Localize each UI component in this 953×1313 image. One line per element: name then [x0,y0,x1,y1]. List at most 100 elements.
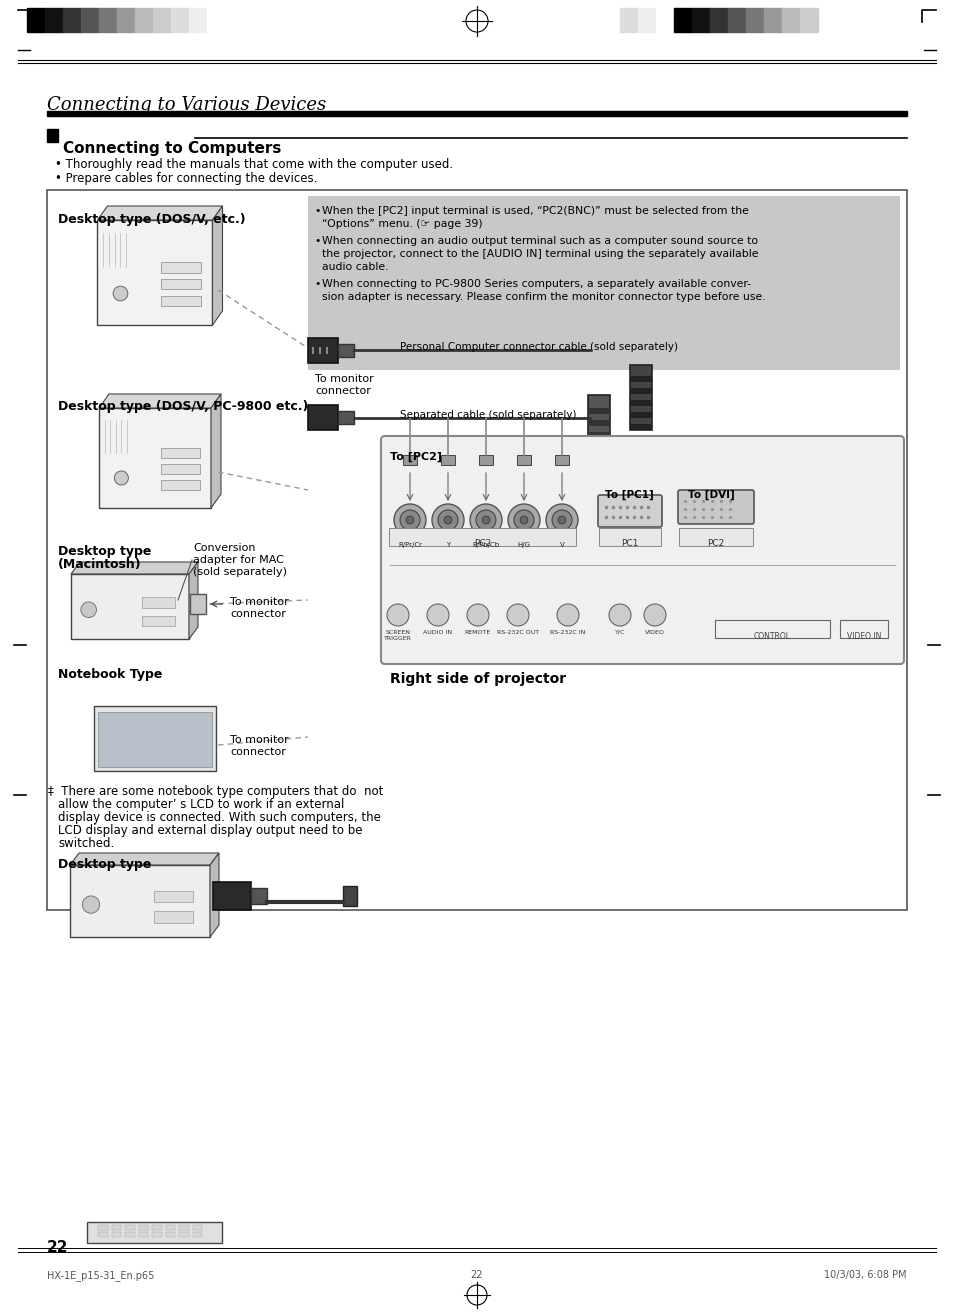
Bar [800,8,817,32]
Bar [153,911,193,923]
Text: B/Pb/Cb: B/Pb/Cb [472,542,499,548]
Text: Desktop type: Desktop type [58,545,152,558]
Bar [337,411,354,424]
Text: audio cable.: audio cable. [322,263,388,272]
Text: connector: connector [230,747,286,758]
Text: Desktop type (DOS/V, etc.): Desktop type (DOS/V, etc.) [58,213,245,226]
Bar [112,1225,121,1229]
Text: the projector, connect to the [AUDIO IN] terminal using the separately available: the projector, connect to the [AUDIO IN]… [322,249,758,259]
Polygon shape [70,853,219,865]
Text: VIDEO IN: VIDEO IN [846,632,881,641]
Text: RS-232C IN: RS-232C IN [550,630,585,635]
Bar [152,1233,162,1237]
Text: LCD display and external display output need to be: LCD display and external display output … [58,825,362,836]
Text: When the [PC2] input terminal is used, “PC2(BNC)” must be selected from the: When the [PC2] input terminal is used, “… [322,206,748,217]
Text: Right side of projector: Right side of projector [390,672,565,685]
Bar [656,8,673,32]
Bar [629,400,651,406]
Bar [47,129,58,142]
Bar [135,8,152,32]
Circle shape [506,604,529,626]
Text: SCREEN
TRIGGER: SCREEN TRIGGER [384,630,412,641]
Bar [81,8,99,32]
Bar [138,1225,148,1229]
Polygon shape [99,394,221,408]
Text: connector: connector [314,386,371,397]
Text: To [PC1]: To [PC1] [604,490,653,500]
Bar [99,8,117,32]
Text: To monitor: To monitor [230,597,289,607]
Bar [71,574,189,639]
Text: Separated cable (sold separately): Separated cable (sold separately) [399,410,576,420]
Bar [161,263,201,273]
Text: (sold separately): (sold separately) [193,567,287,576]
Bar [161,295,201,306]
FancyBboxPatch shape [679,528,752,546]
Bar [337,344,354,357]
Polygon shape [97,206,222,221]
Text: ‡  There are some notebook type computers that do  not: ‡ There are some notebook type computers… [48,785,383,798]
Bar [673,8,691,32]
FancyBboxPatch shape [380,436,903,664]
Bar [98,1225,108,1229]
Bar [142,597,174,608]
Bar [166,1233,175,1237]
Circle shape [387,604,409,626]
Bar [152,1225,162,1229]
Bar [98,713,212,767]
Text: RS-232C OUT: RS-232C OUT [497,630,538,635]
FancyBboxPatch shape [678,490,753,524]
Bar [587,444,609,450]
Bar [138,1233,148,1237]
Text: To [DVI]: To [DVI] [687,490,734,500]
Text: “Options” menu. (☞ page 39): “Options” menu. (☞ page 39) [322,219,482,228]
Text: AUDIO IN: AUDIO IN [423,630,452,635]
Bar [47,112,906,116]
Text: Connecting to Computers: Connecting to Computers [63,140,281,156]
Text: PC2: PC2 [474,540,491,548]
Bar [160,481,199,490]
Text: Conversion: Conversion [193,544,255,553]
Polygon shape [211,394,221,508]
Bar [629,376,651,382]
Bar [193,1233,202,1237]
Circle shape [519,516,527,524]
Bar [629,365,651,429]
Text: •: • [314,206,320,217]
Text: connector: connector [230,609,286,618]
Circle shape [114,471,129,484]
Bar [99,408,211,508]
Text: switched.: switched. [58,836,114,850]
Bar [478,456,493,465]
Text: (Macintosh): (Macintosh) [58,558,141,571]
Text: Notebook Type: Notebook Type [58,668,162,681]
Text: PC1: PC1 [620,540,638,548]
Bar [166,1225,175,1229]
Text: To monitor: To monitor [230,735,289,744]
Bar [27,8,45,32]
Polygon shape [213,206,222,326]
Text: V: V [559,542,564,548]
Circle shape [399,509,419,530]
Circle shape [476,509,496,530]
Circle shape [427,604,449,626]
Bar [88,1222,222,1243]
Bar [691,8,709,32]
Text: allow the computer’ s LCD to work if an external: allow the computer’ s LCD to work if an … [58,798,344,811]
FancyBboxPatch shape [389,528,576,546]
Bar [629,389,651,394]
Circle shape [437,509,457,530]
Bar [709,8,727,32]
Bar [94,706,215,771]
Bar [745,8,763,32]
Circle shape [113,286,128,301]
Circle shape [643,604,665,626]
Polygon shape [189,562,198,639]
Circle shape [558,516,565,524]
Text: •: • [314,236,320,246]
Bar [308,337,337,362]
Text: Desktop type: Desktop type [58,857,152,871]
Circle shape [443,516,452,524]
Bar [555,456,568,465]
Text: REMOTE: REMOTE [464,630,491,635]
